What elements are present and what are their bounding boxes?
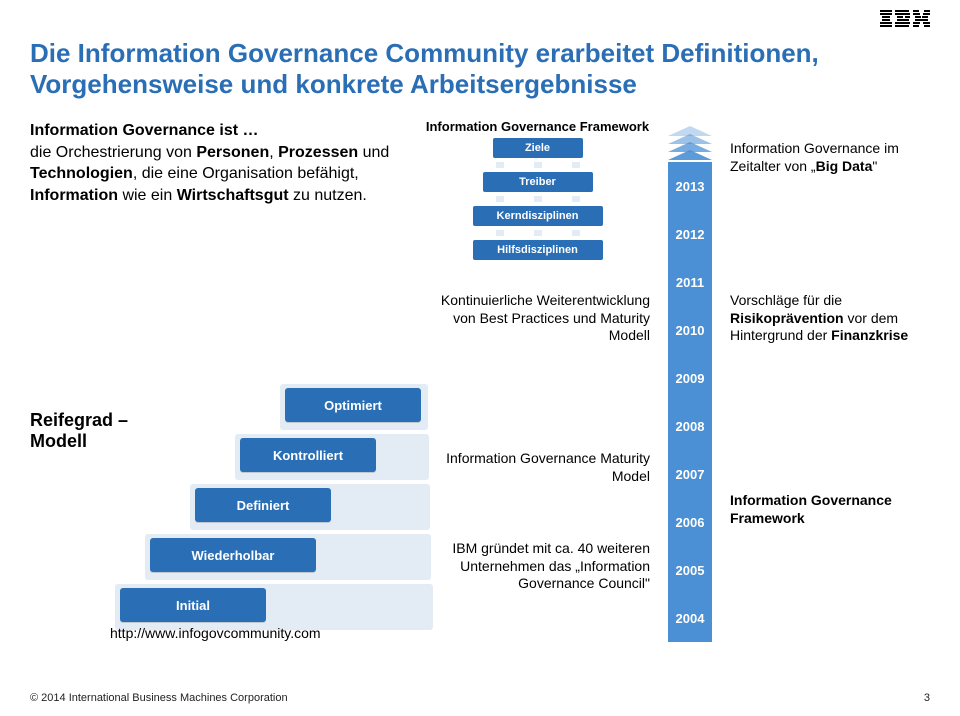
timeline-year: 2009: [668, 354, 712, 402]
maturity-step-kontrolliert: Kontrolliert: [240, 438, 376, 472]
maturity-step-initial: Initial: [120, 588, 266, 622]
intro-paragraph: Information Governance ist … die Orchest…: [30, 120, 420, 206]
r3-bold: Information Governance Framework: [730, 492, 892, 526]
intro-t6: zu nutzen.: [289, 187, 367, 204]
framework-layer-hilfsdisziplinen: Hilfsdisziplinen: [473, 240, 603, 260]
framework-diagram: Information Governance Framework Ziele T…: [425, 120, 650, 260]
mid-text-maturity-model: Information Governance Maturity Model: [440, 450, 650, 485]
maturity-step-optimiert: Optimiert: [285, 388, 421, 422]
timeline-year: 2005: [668, 546, 712, 594]
timeline-track: 2013 2012 2011 2010 2009 2008 2007 2006 …: [668, 162, 712, 642]
timeline-year: 2004: [668, 594, 712, 642]
timeline-column: 2013 2012 2011 2010 2009 2008 2007 2006 …: [660, 128, 720, 676]
framework-title: Information Governance Framework: [425, 120, 650, 134]
r1-bold: Big Data: [816, 158, 873, 174]
slide-footer: © 2014 International Business Machines C…: [30, 692, 930, 704]
slide-title: Die Information Governance Community era…: [30, 38, 930, 100]
maturity-model: Reifegrad – Modell Optimiert Kontrollier…: [30, 350, 430, 610]
r1-post: ": [872, 158, 877, 174]
mid-text-council-founding: IBM gründet mit ca. 40 weiteren Unterneh…: [440, 540, 650, 593]
right-text-big-data: Information Governance im Zeitalter von …: [730, 140, 930, 175]
intro-t3: und: [358, 144, 389, 161]
framework-connector: [425, 162, 650, 168]
framework-layer-treiber: Treiber: [483, 172, 593, 192]
timeline-year: 2010: [668, 306, 712, 354]
right-text-framework: Information Governance Framework: [730, 492, 930, 527]
timeline-year: 2011: [668, 258, 712, 306]
intro-b5: Wirtschaftsgut: [177, 187, 289, 204]
intro-b2: Prozessen: [278, 144, 358, 161]
maturity-label: Reifegrad – Modell: [30, 410, 150, 452]
timeline-year: 2008: [668, 402, 712, 450]
intro-t5: wie ein: [118, 187, 177, 204]
slide-body: Information Governance ist … die Orchest…: [30, 120, 930, 676]
footer-page-number: 3: [924, 692, 930, 704]
footer-copyright: © 2014 International Business Machines C…: [30, 692, 288, 704]
community-link[interactable]: http://www.infogovcommunity.com: [110, 625, 321, 641]
intro-b1: Personen: [196, 144, 269, 161]
mid-text-best-practices: Kontinuierliche Weiterentwicklung von Be…: [440, 292, 650, 345]
intro-b4: Information: [30, 187, 118, 204]
framework-layer-kerndisziplinen: Kerndisziplinen: [473, 206, 603, 226]
maturity-step-definiert: Definiert: [195, 488, 331, 522]
timeline-year: 2013: [668, 162, 712, 210]
timeline-year: 2007: [668, 450, 712, 498]
ibm-logo: [880, 10, 930, 35]
timeline-year: 2012: [668, 210, 712, 258]
right-text-risk: Vorschläge für die Risikoprävention vor …: [730, 292, 930, 345]
column-middle: Information Governance Framework Ziele T…: [425, 120, 650, 264]
timeline-chevrons-icon: [668, 126, 712, 160]
timeline-year: 2006: [668, 498, 712, 546]
r2-bold: Risikoprävention: [730, 310, 844, 326]
framework-connector: [425, 230, 650, 236]
column-left: Information Governance ist … die Orchest…: [30, 120, 420, 206]
intro-t4: , die eine Organisation befähigt,: [133, 165, 359, 182]
intro-t2: ,: [269, 144, 278, 161]
intro-b3: Technologien: [30, 165, 133, 182]
intro-lead: Information Governance ist …: [30, 122, 258, 139]
r2-pre: Vorschläge für die: [730, 292, 842, 308]
intro-t1: die Orchestrierung von: [30, 144, 196, 161]
maturity-step-wiederholbar: Wiederholbar: [150, 538, 316, 572]
framework-connector: [425, 196, 650, 202]
r2-bold2: Finanzkrise: [831, 327, 908, 343]
framework-layer-ziele: Ziele: [493, 138, 583, 158]
